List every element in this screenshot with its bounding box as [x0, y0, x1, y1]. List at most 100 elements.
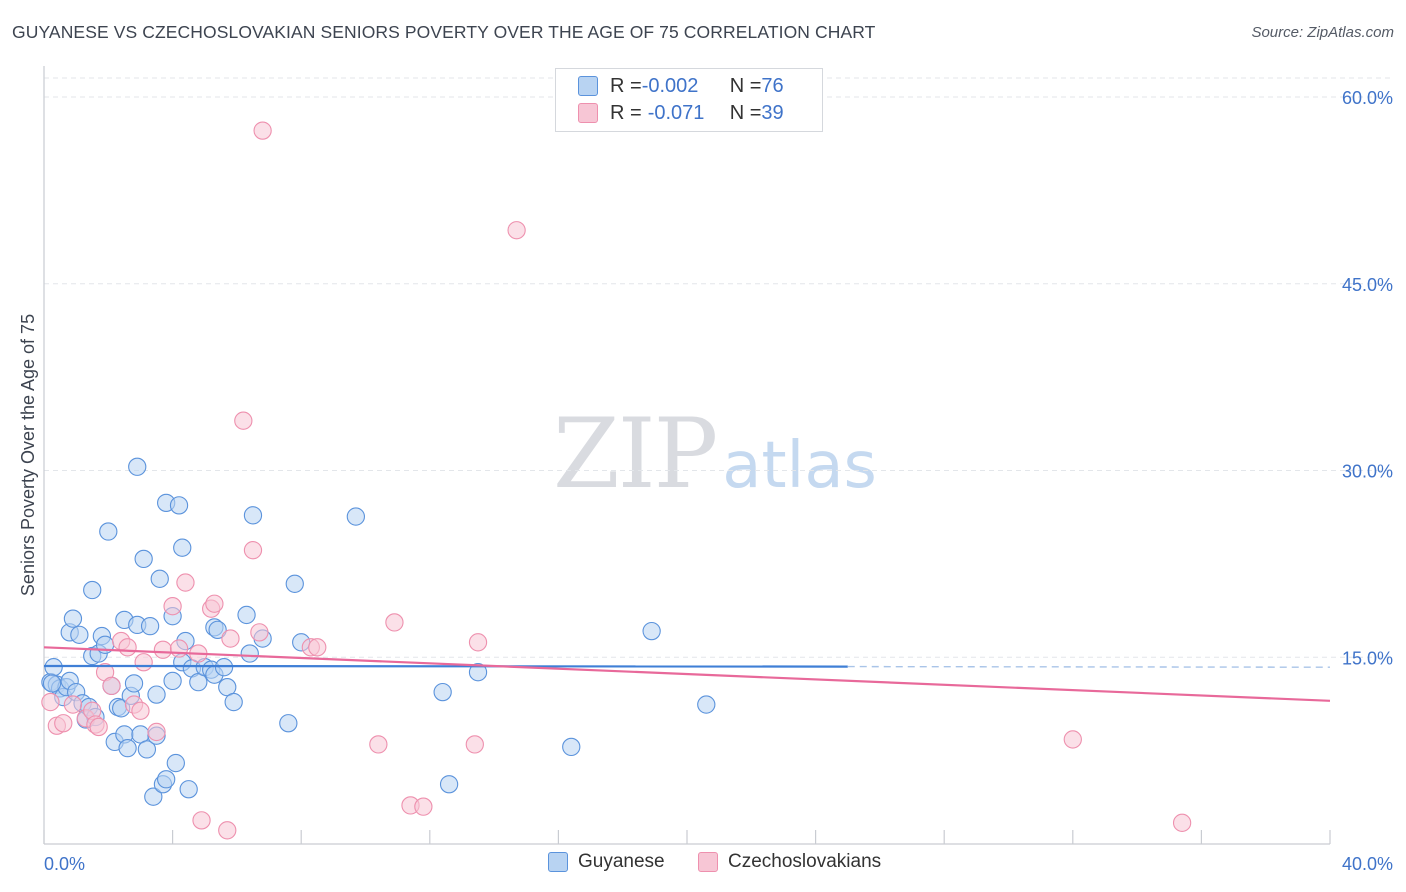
data-point [279, 714, 298, 733]
data-point [697, 695, 716, 714]
data-point [250, 623, 269, 642]
data-point [218, 821, 237, 840]
x-tick-label-max: 40.0% [1342, 854, 1393, 874]
legend-r-label: R = [610, 101, 642, 124]
correlation-legend: R = -0.002 N = 76 R = -0.071 N = 39 [555, 68, 823, 132]
data-point [42, 674, 62, 693]
data-point [134, 653, 153, 672]
data-point [54, 714, 73, 733]
legend-n-label: N = [729, 74, 762, 97]
data-point [153, 640, 173, 659]
data-point [385, 613, 404, 632]
watermark-atlas: atlas [722, 429, 877, 503]
legend-label-guyanese: Guyanese [578, 851, 665, 872]
y-axis-label: Seniors Poverty Over the Age of 75 [18, 314, 38, 596]
grid-lines [44, 77, 1392, 658]
y-tick-label: 30.0% [1342, 462, 1393, 482]
data-point [224, 692, 243, 712]
data-point [214, 658, 234, 677]
data-point [102, 676, 121, 696]
data-point [308, 638, 327, 657]
chart-title: GUYANESE VS CZECHOSLOVAKIAN SENIORS POVE… [12, 22, 876, 42]
trend-line-guyanese-extension [847, 665, 1331, 668]
trend-lines [43, 646, 1331, 702]
data-point [562, 737, 581, 757]
legend-r-label: R = [610, 74, 642, 97]
legend-r-value: -0.071 [647, 101, 705, 124]
y-tick-label: 45.0% [1342, 275, 1393, 295]
watermark: ZIPatlas [553, 398, 877, 510]
watermark-zip: ZIP [553, 398, 718, 510]
legend-r-value: -0.002 [641, 74, 699, 97]
data-point [414, 797, 433, 816]
data-point [240, 644, 259, 663]
data-point [44, 658, 63, 677]
data-point [131, 701, 150, 720]
data-point [369, 735, 388, 754]
data-point [147, 722, 166, 742]
data-point [169, 639, 189, 658]
series-czechoslovakians [41, 121, 1192, 840]
trend-line-czechoslovakians [43, 646, 1331, 702]
data-point [163, 597, 182, 616]
legend-n-label: N = [729, 101, 762, 124]
axes [43, 66, 1331, 845]
data-point [124, 674, 144, 693]
tick-labels: 15.0% 30.0% 45.0% 60.0% 0.0% 40.0% [44, 88, 1393, 874]
data-point [150, 569, 169, 588]
data-point [507, 221, 526, 240]
legend-swatch-pink [698, 852, 718, 872]
data-point [468, 663, 488, 682]
x-tick-label-min: 0.0% [44, 854, 85, 874]
data-point [221, 629, 240, 648]
data-point [243, 541, 263, 560]
y-tick-label: 15.0% [1342, 648, 1393, 668]
data-point [169, 496, 189, 515]
data-point [41, 692, 60, 712]
data-point [642, 621, 661, 641]
legend-swatch-blue [548, 852, 568, 872]
data-point [179, 780, 198, 799]
data-point [140, 616, 160, 636]
data-point [128, 457, 147, 476]
data-point [166, 753, 185, 773]
data-point [89, 717, 108, 737]
series-legend: Guyanese Czechoslovakians [0, 851, 1406, 879]
legend-row-czechoslovakians: R = -0.071 N = 39 [556, 100, 784, 126]
legend-item-guyanese[interactable]: Guyanese [548, 851, 665, 873]
data-point [468, 633, 488, 652]
data-point [173, 538, 192, 557]
data-point [83, 580, 102, 600]
data-point [243, 506, 263, 525]
data-point [99, 522, 118, 541]
legend-swatch-blue [578, 76, 598, 96]
data-point [176, 573, 195, 592]
source-label: Source: ZipAtlas.com [1251, 24, 1394, 41]
data-point [192, 811, 211, 830]
data-point [465, 735, 484, 754]
data-point [63, 609, 83, 628]
data-point [285, 574, 304, 593]
y-tick-label: 60.0% [1342, 88, 1393, 108]
data-point [118, 638, 137, 657]
data-point [234, 411, 253, 430]
legend-n-value: 76 [761, 74, 784, 97]
legend-label-czechoslovakians: Czechoslovakians [728, 851, 882, 872]
legend-row-guyanese: R = -0.002 N = 76 [556, 73, 784, 99]
data-point [163, 671, 182, 691]
data-point [157, 770, 176, 789]
legend-swatch-pink [578, 103, 598, 123]
data-point [134, 549, 153, 569]
legend-n-value: 39 [761, 101, 784, 124]
data-point [144, 787, 163, 806]
data-point [137, 740, 157, 759]
trend-line-guyanese [43, 664, 848, 668]
legend-item-czechoslovakians[interactable]: Czechoslovakians [698, 851, 881, 873]
data-point [439, 775, 459, 794]
data-point [433, 682, 452, 702]
data-point [1172, 813, 1192, 832]
data-point [237, 605, 256, 625]
data-point [1063, 730, 1082, 749]
data-point [208, 620, 227, 640]
